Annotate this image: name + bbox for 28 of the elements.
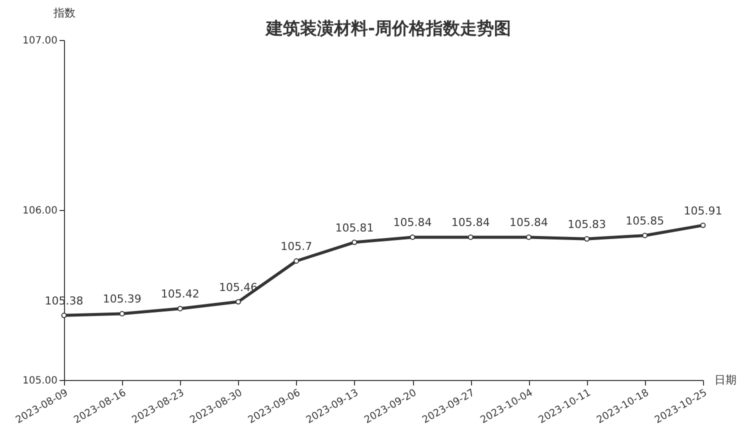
chart-title: 建筑装潢材料-周价格指数走势图: [264, 19, 512, 39]
point: [177, 306, 183, 312]
data-label: 105.85: [626, 214, 664, 228]
point: [352, 240, 358, 246]
point: [468, 234, 474, 240]
y-tick-label: 106.00: [22, 206, 58, 216]
y-tick-label: 105.00: [22, 376, 58, 386]
point: [294, 258, 300, 264]
y-axis-title: 指数: [52, 6, 76, 20]
data-label: 105.83: [568, 218, 606, 231]
point: [119, 310, 125, 316]
x-axis-title: 日期: [714, 374, 736, 386]
data-label: 105.39: [102, 292, 142, 306]
data-label: 105.84: [509, 216, 548, 230]
data-label: 105.84: [451, 216, 490, 230]
data-label: 105.84: [393, 216, 432, 230]
data-label: 105.7: [280, 240, 312, 253]
point: [700, 222, 706, 228]
point: [61, 312, 67, 318]
point: [236, 299, 242, 305]
y-tick-label: 107.00: [22, 36, 58, 46]
data-label: 105.81: [335, 221, 374, 234]
point: [584, 236, 590, 242]
point: [642, 232, 648, 238]
point: [526, 234, 532, 240]
data-label: 105.91: [684, 204, 722, 218]
data-label: 105.42: [160, 288, 200, 301]
point: [410, 234, 416, 240]
